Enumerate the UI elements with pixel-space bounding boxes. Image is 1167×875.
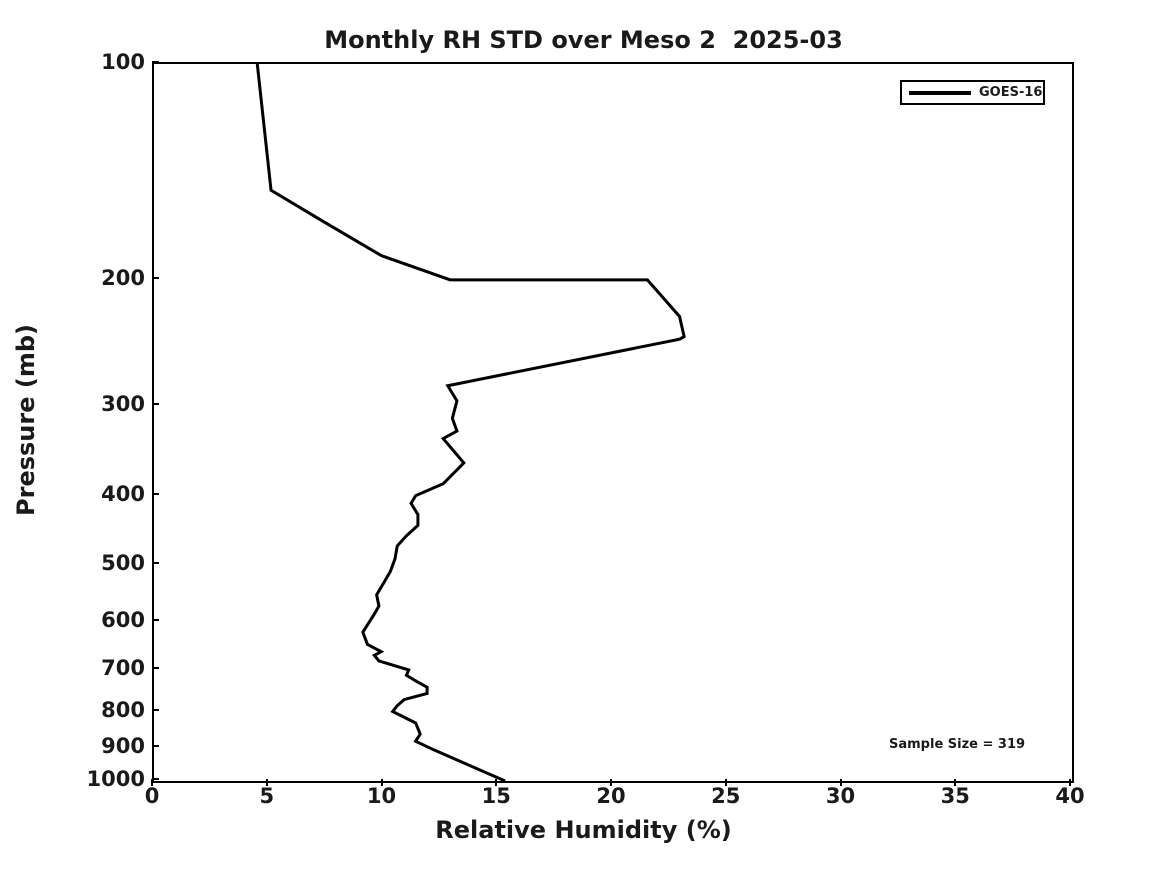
x-tick-mark — [265, 779, 268, 786]
y-tick-label: 200 — [101, 265, 145, 290]
series-line-goes-16 — [255, 64, 686, 781]
x-tick-label: 25 — [711, 784, 741, 808]
legend-label-goes-16: GOES-16 — [979, 85, 1043, 100]
y-axis-label: Pressure (mb) — [12, 324, 40, 516]
x-tick-label: 15 — [481, 784, 511, 808]
y-tick-mark — [152, 562, 159, 565]
x-tick-label: 20 — [596, 784, 626, 808]
x-tick-mark — [380, 779, 383, 786]
y-tick-label: 700 — [101, 655, 145, 680]
x-tick-mark — [610, 779, 612, 786]
y-tick-label: 500 — [101, 551, 145, 576]
sample-size-annotation: Sample Size = 319 — [889, 737, 1026, 752]
x-tick-label: 0 — [144, 784, 160, 808]
y-tick-mark — [152, 403, 159, 406]
x-tick-label: 5 — [259, 784, 275, 808]
y-tick-mark — [152, 666, 159, 669]
x-tick-mark — [954, 779, 957, 786]
y-tick-mark — [152, 61, 159, 63]
x-tick-mark — [1069, 779, 1071, 786]
legend-line-swatch — [909, 90, 971, 95]
y-tick-mark — [152, 778, 159, 780]
x-tick-mark — [724, 779, 727, 786]
data-line-chart — [255, 64, 686, 781]
x-axis-label: Relative Humidity (%) — [435, 816, 732, 844]
x-tick-mark — [839, 779, 842, 786]
y-tick-mark — [152, 708, 159, 711]
x-tick-label: 35 — [940, 784, 970, 808]
y-tick-label: 1000 — [86, 767, 145, 791]
y-tick-label: 800 — [101, 697, 145, 722]
x-tick-mark — [151, 779, 153, 786]
y-tick-mark — [152, 618, 159, 621]
legend: GOES-16 — [900, 80, 1045, 105]
x-tick-label: 40 — [1055, 784, 1085, 808]
x-tick-label: 10 — [366, 784, 397, 808]
y-tick-label: 600 — [101, 607, 145, 632]
page-title: Monthly RH STD over Meso 2 2025-03 — [324, 26, 843, 54]
y-tick-label: 400 — [101, 481, 145, 506]
x-tick-mark — [495, 779, 498, 786]
y-tick-mark — [152, 492, 159, 495]
y-tick-label: 100 — [101, 50, 145, 74]
y-tick-label: 300 — [101, 392, 145, 417]
y-tick-mark — [152, 745, 159, 748]
plot-area — [152, 62, 1074, 783]
y-tick-label: 900 — [101, 734, 145, 759]
y-tick-mark — [152, 276, 159, 279]
x-tick-label: 30 — [825, 784, 856, 808]
